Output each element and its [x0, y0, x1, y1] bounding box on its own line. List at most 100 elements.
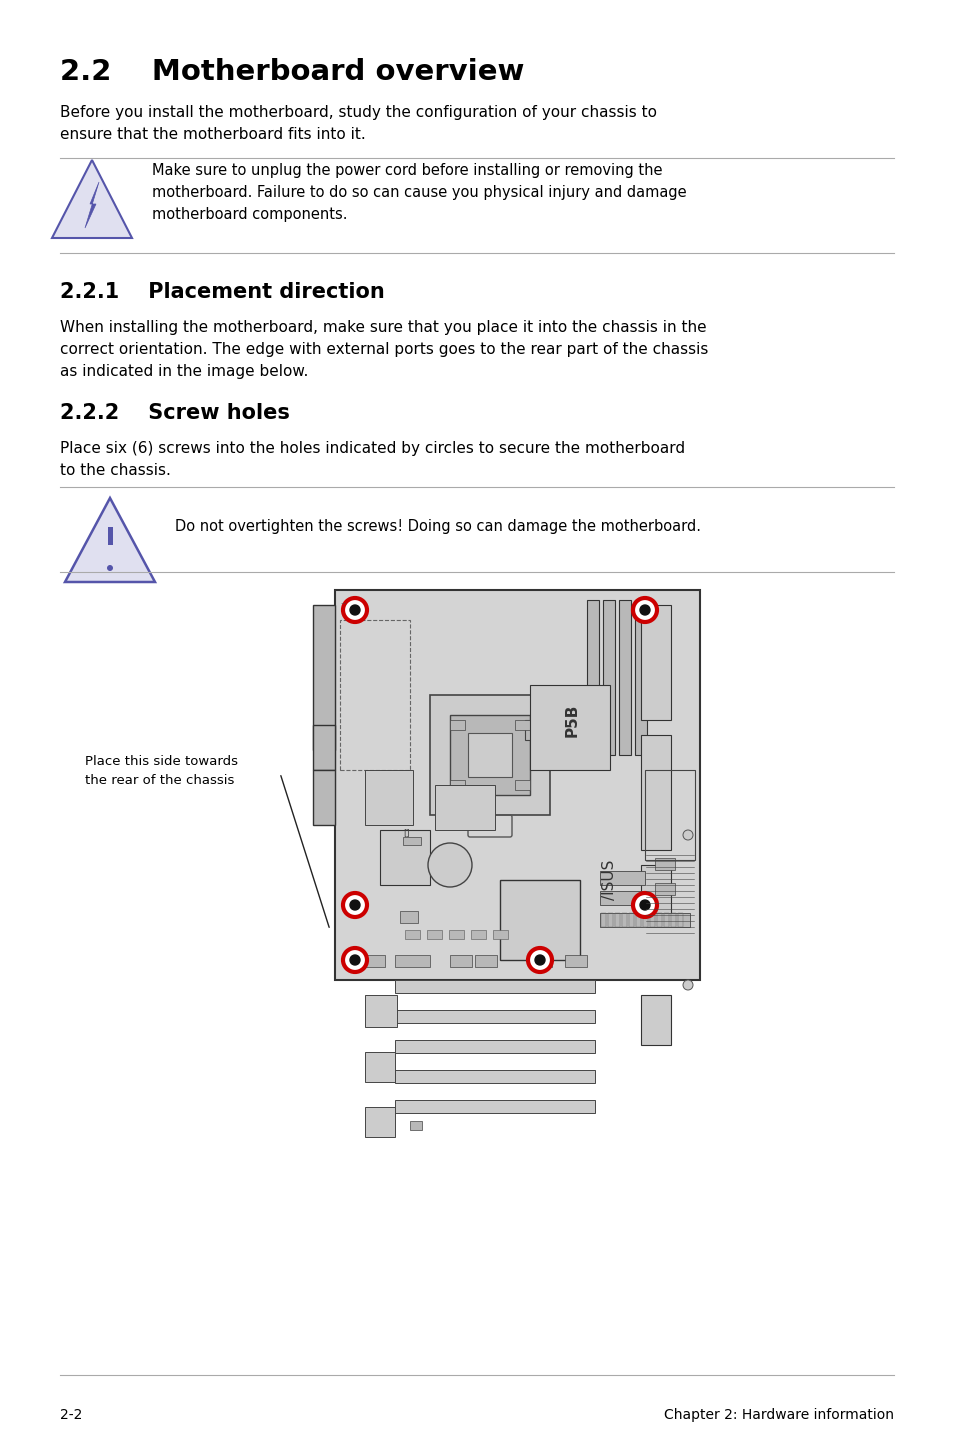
- Bar: [410, 1122, 421, 1130]
- Text: Before you install the motherboard, study the configuration of your chassis to
e: Before you install the motherboard, stud…: [60, 105, 657, 142]
- Circle shape: [428, 843, 472, 887]
- Bar: [405, 930, 419, 939]
- Bar: [449, 930, 463, 939]
- Bar: [450, 715, 530, 795]
- Bar: [335, 590, 700, 981]
- Text: Place six (6) screws into the holes indicated by circles to secure the motherboa: Place six (6) screws into the holes indi…: [60, 441, 684, 479]
- Circle shape: [633, 893, 657, 917]
- Text: 2.2    Motherboard overview: 2.2 Motherboard overview: [60, 58, 524, 86]
- Bar: [435, 785, 495, 830]
- Bar: [395, 1040, 595, 1053]
- Bar: [670, 913, 676, 928]
- Circle shape: [682, 830, 692, 840]
- Bar: [430, 695, 550, 815]
- Bar: [636, 913, 640, 928]
- Bar: [365, 995, 396, 1027]
- Bar: [628, 913, 634, 928]
- Text: /ISUS: /ISUS: [602, 860, 617, 900]
- Bar: [450, 779, 464, 789]
- Bar: [313, 769, 335, 825]
- Bar: [649, 913, 655, 928]
- Bar: [640, 995, 670, 1045]
- Bar: [524, 720, 542, 741]
- Bar: [599, 892, 644, 905]
- Bar: [313, 725, 335, 769]
- Bar: [450, 955, 472, 966]
- Bar: [663, 913, 668, 928]
- Bar: [599, 913, 689, 928]
- Bar: [657, 913, 661, 928]
- Bar: [365, 769, 413, 825]
- Bar: [586, 600, 598, 755]
- Bar: [515, 720, 530, 731]
- Bar: [564, 955, 586, 966]
- Bar: [313, 605, 335, 751]
- Circle shape: [343, 948, 367, 972]
- Text: P5B: P5B: [564, 703, 578, 736]
- Bar: [365, 1053, 395, 1081]
- Bar: [427, 930, 441, 939]
- Bar: [618, 600, 630, 755]
- Bar: [640, 866, 670, 915]
- Text: []: []: [403, 828, 410, 837]
- Circle shape: [639, 900, 649, 910]
- Bar: [402, 837, 420, 846]
- Bar: [395, 955, 430, 966]
- Bar: [395, 1100, 595, 1113]
- Bar: [475, 955, 497, 966]
- Bar: [515, 779, 530, 789]
- Bar: [642, 913, 647, 928]
- Polygon shape: [52, 160, 132, 239]
- Bar: [600, 913, 605, 928]
- Bar: [655, 858, 675, 870]
- Bar: [471, 930, 485, 939]
- Bar: [395, 1009, 595, 1022]
- Circle shape: [535, 955, 544, 965]
- Polygon shape: [65, 498, 154, 582]
- Text: Do not overtighten the screws! Doing so can damage the motherboard.: Do not overtighten the screws! Doing so …: [174, 519, 700, 533]
- Text: ...: ...: [339, 600, 346, 605]
- Bar: [350, 955, 385, 966]
- Circle shape: [350, 955, 359, 965]
- Bar: [655, 883, 675, 894]
- Bar: [640, 605, 670, 720]
- Circle shape: [639, 605, 649, 615]
- Circle shape: [343, 893, 367, 917]
- Bar: [530, 684, 609, 769]
- Bar: [644, 769, 695, 860]
- Bar: [108, 526, 112, 545]
- Bar: [395, 981, 595, 994]
- Text: When installing the motherboard, make sure that you place it into the chassis in: When installing the motherboard, make su…: [60, 321, 708, 380]
- Text: 2-2: 2-2: [60, 1408, 82, 1422]
- Bar: [678, 913, 682, 928]
- Bar: [468, 733, 512, 777]
- Text: 2.2.1    Placement direction: 2.2.1 Placement direction: [60, 282, 384, 302]
- Bar: [493, 930, 507, 939]
- Bar: [399, 912, 417, 923]
- Bar: [395, 1070, 595, 1083]
- Bar: [640, 735, 670, 850]
- Bar: [450, 720, 464, 731]
- Bar: [615, 913, 619, 928]
- Text: Chapter 2: Hardware information: Chapter 2: Hardware information: [663, 1408, 893, 1422]
- Text: Place this side towards
the rear of the chassis: Place this side towards the rear of the …: [85, 755, 237, 787]
- Circle shape: [107, 565, 112, 571]
- Bar: [621, 913, 626, 928]
- Bar: [607, 913, 613, 928]
- Circle shape: [682, 981, 692, 989]
- Circle shape: [350, 605, 359, 615]
- Circle shape: [350, 900, 359, 910]
- Text: 2.2.2    Screw holes: 2.2.2 Screw holes: [60, 403, 290, 423]
- Circle shape: [343, 598, 367, 623]
- Polygon shape: [85, 183, 99, 229]
- Bar: [635, 600, 646, 755]
- Bar: [530, 955, 552, 966]
- Text: Make sure to unplug the power cord before installing or removing the
motherboard: Make sure to unplug the power cord befor…: [152, 162, 686, 223]
- Bar: [365, 1107, 395, 1137]
- Bar: [499, 880, 579, 961]
- Bar: [379, 830, 430, 884]
- Bar: [602, 600, 615, 755]
- Circle shape: [527, 948, 552, 972]
- Circle shape: [633, 598, 657, 623]
- Bar: [599, 871, 644, 884]
